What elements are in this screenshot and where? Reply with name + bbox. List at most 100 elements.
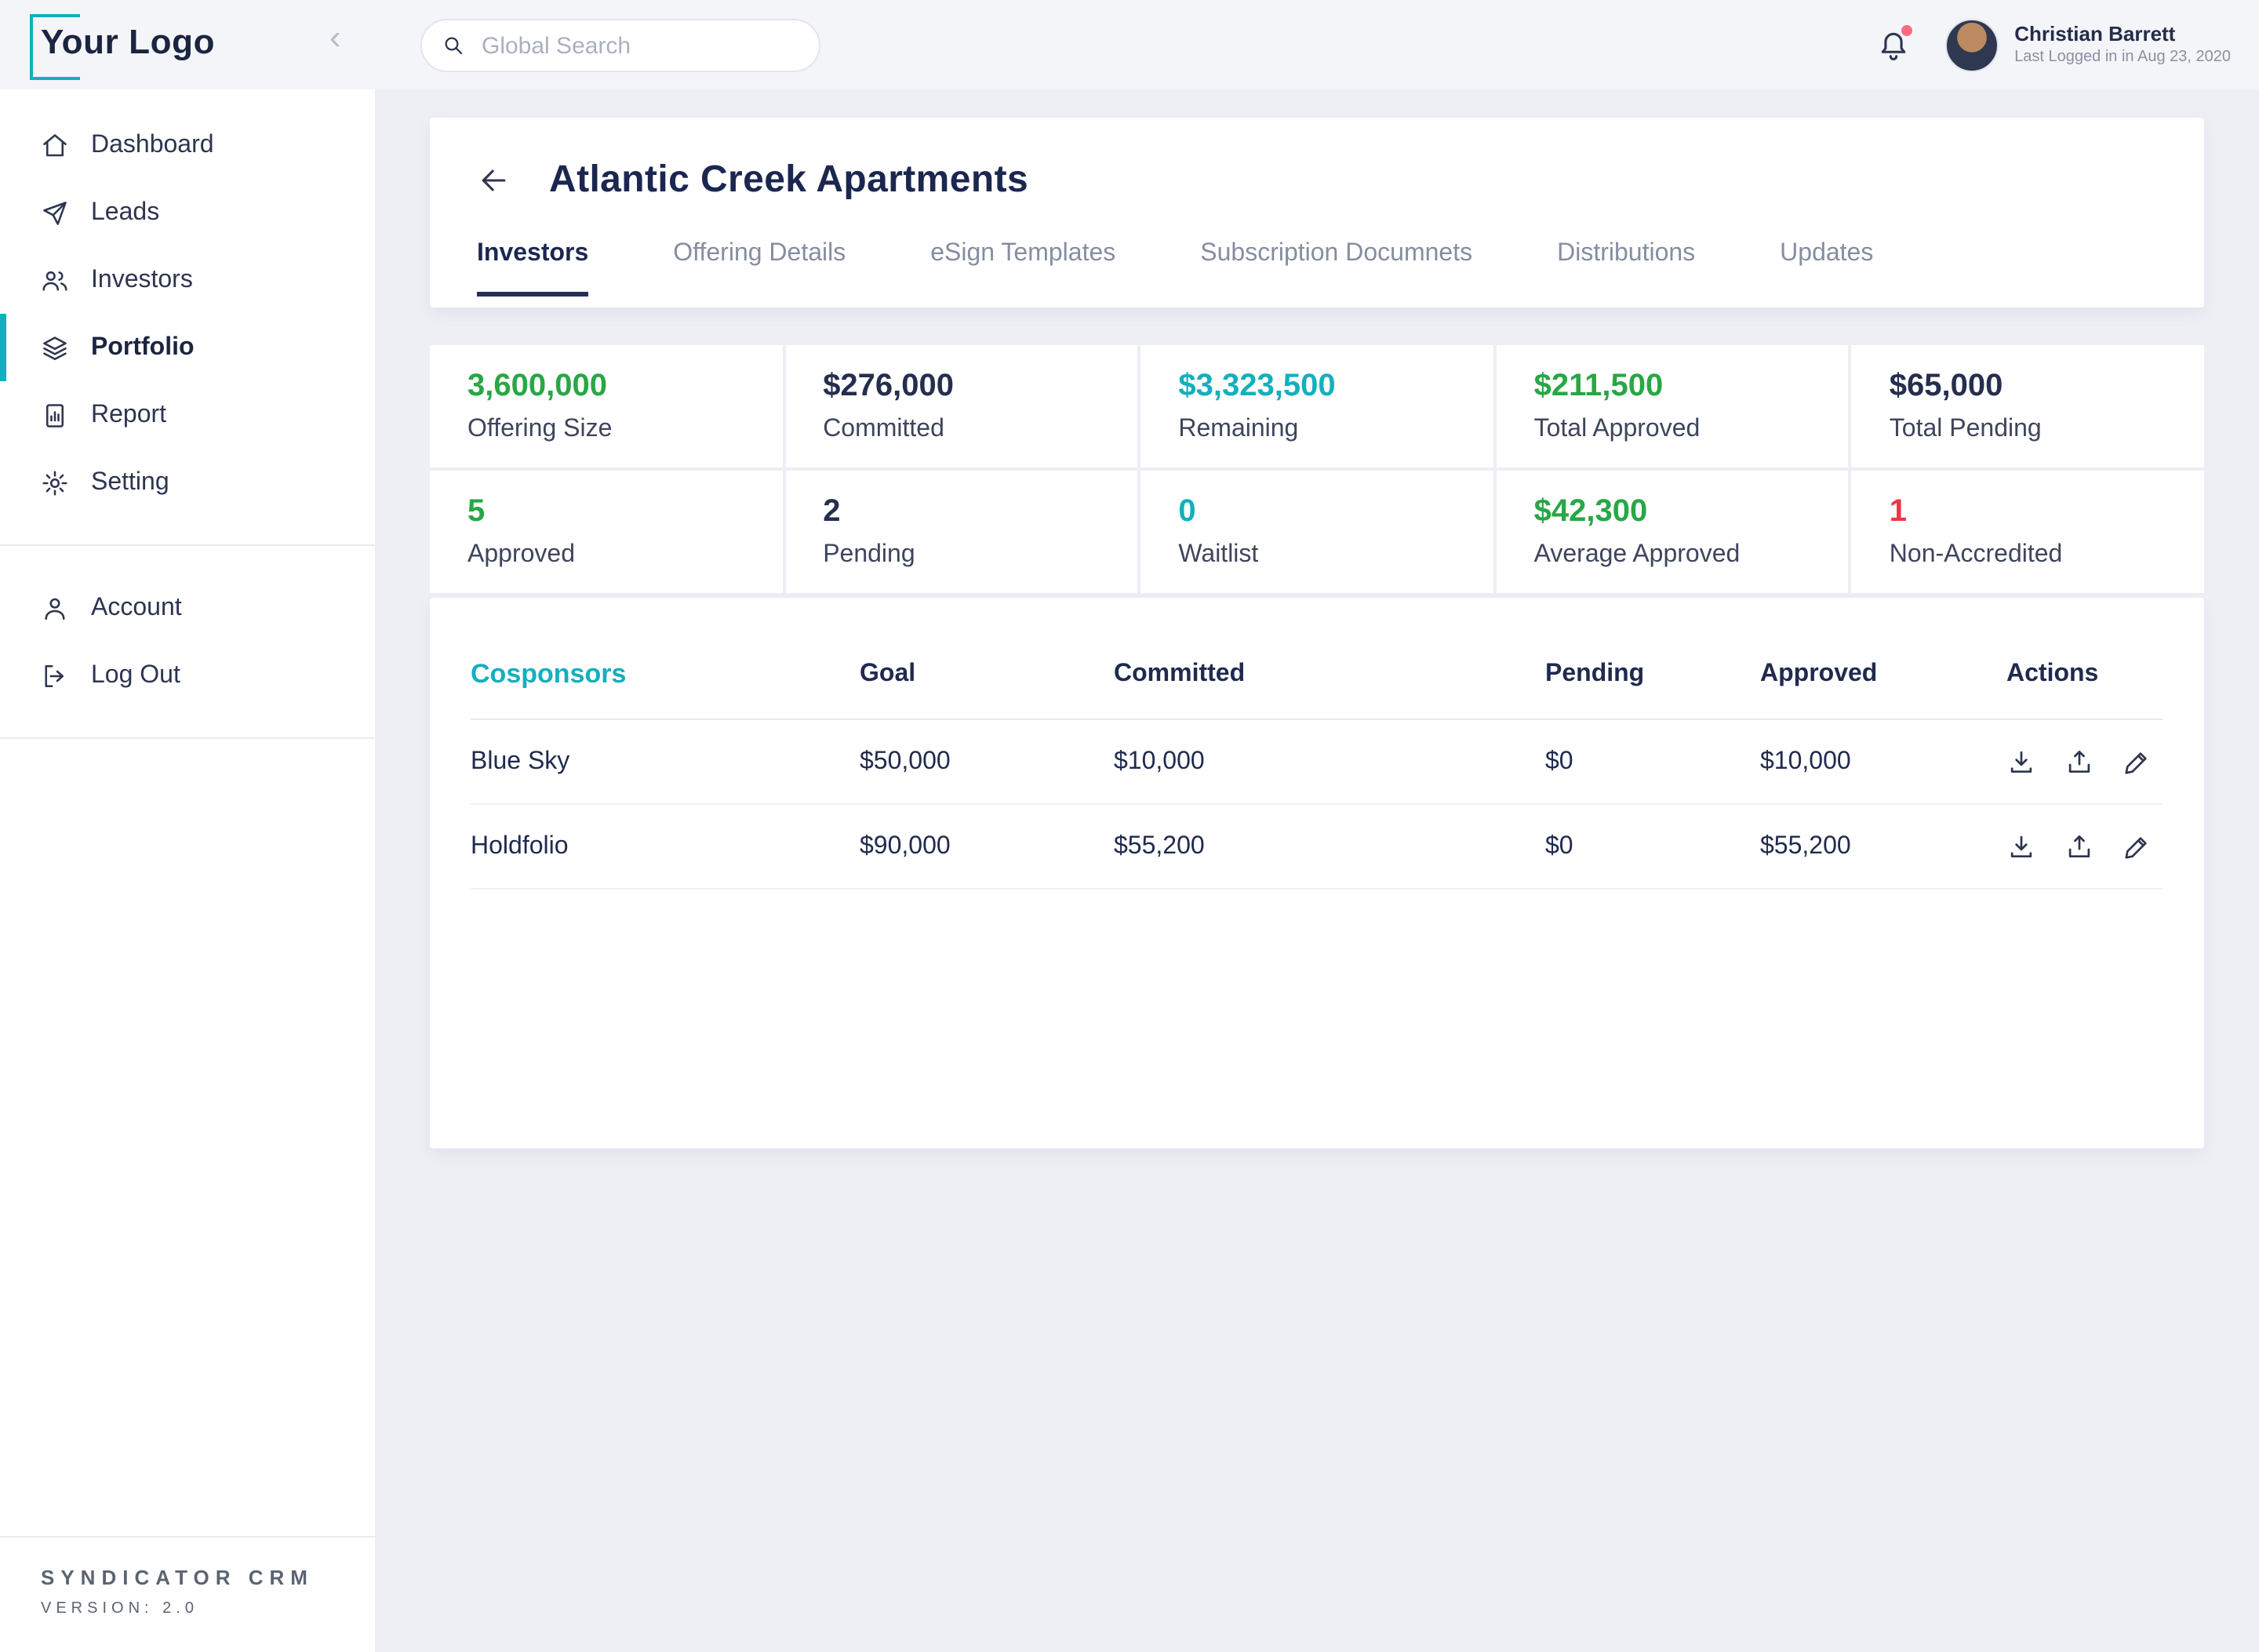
stat-label: Committed: [823, 416, 1100, 444]
stat-value: $42,300: [1534, 494, 1811, 530]
stat-label: Total Approved: [1534, 416, 1811, 444]
app-brand: SYNDICATOR CRM: [41, 1566, 375, 1589]
stat-waitlist-count: 0 Waitlist: [1140, 471, 1493, 593]
column-header-committed: Committed: [1114, 660, 1545, 688]
column-header-approved: Approved: [1760, 660, 2006, 688]
column-header-cosponsors: Cosponsors: [471, 658, 860, 690]
row-actions: [2006, 831, 2163, 861]
table-row: Holdfolio $90,000 $55,200 $0 $55,200: [471, 805, 2163, 890]
stat-pending-count: 2 Pending: [785, 471, 1137, 593]
sidebar-item-account[interactable]: Account: [0, 574, 375, 642]
global-search: [420, 19, 820, 72]
cosponsor-approved: $55,200: [1760, 832, 2006, 861]
tab-offering-details[interactable]: Offering Details: [673, 240, 846, 297]
download-icon[interactable]: [2006, 831, 2036, 861]
header-right: Christian Barrett Last Logged in in Aug …: [1876, 0, 2231, 89]
stat-label: Waitlist: [1178, 541, 1455, 569]
stat-total-pending: $65,000 Total Pending: [1852, 345, 2204, 468]
cosponsor-approved: $10,000: [1760, 748, 2006, 776]
sidebar-item-label: Log Out: [91, 661, 180, 690]
upload-icon[interactable]: [2064, 747, 2094, 777]
stat-approved-count: 5 Approved: [430, 471, 782, 593]
sidebar-item-leads[interactable]: Leads: [0, 179, 375, 246]
tab-subscription-documents[interactable]: Subscription Documnets: [1200, 240, 1472, 297]
stat-value: $211,500: [1534, 369, 1811, 405]
tab-distributions[interactable]: Distributions: [1557, 240, 1695, 297]
sidebar-item-label: Investors: [91, 266, 193, 294]
sidebar-item-portfolio[interactable]: Portfolio: [0, 314, 375, 381]
sidebar-item-label: Account: [91, 594, 182, 622]
sidebar-nav: Dashboard Leads Investors Portfolio: [0, 89, 375, 739]
sidebar-divider: [0, 544, 375, 546]
sidebar-collapse-chevron[interactable]: ‹: [329, 20, 341, 55]
cosponsor-name: Holdfolio: [471, 832, 860, 861]
download-icon[interactable]: [2006, 747, 2036, 777]
user-avatar[interactable]: [1945, 18, 1999, 71]
stat-remaining: $3,323,500 Remaining: [1140, 345, 1493, 468]
search-icon: [441, 33, 466, 58]
stat-label: Pending: [823, 541, 1100, 569]
search-input[interactable]: [420, 19, 820, 72]
stat-average-approved: $42,300 Average Approved: [1497, 471, 1849, 593]
sidebar-item-dashboard[interactable]: Dashboard: [0, 111, 375, 179]
sidebar-item-report[interactable]: Report: [0, 381, 375, 449]
tab-investors[interactable]: Investors: [477, 240, 588, 297]
tab-updates[interactable]: Updates: [1780, 240, 1873, 297]
sidebar-item-label: Report: [91, 401, 166, 429]
layers-icon: [41, 333, 69, 362]
sidebar: Dashboard Leads Investors Portfolio: [0, 89, 376, 1652]
row-actions: [2006, 747, 2163, 777]
stat-value: 3,600,000: [467, 369, 744, 405]
report-icon: [41, 401, 69, 429]
column-header-pending: Pending: [1545, 660, 1760, 688]
sidebar-item-label: Portfolio: [91, 333, 195, 362]
sidebar-item-investors[interactable]: Investors: [0, 246, 375, 314]
cosponsor-committed: $55,200: [1114, 832, 1545, 861]
page-header-card: Atlantic Creek Apartments Investors Offe…: [430, 118, 2204, 307]
sidebar-divider: [0, 737, 375, 739]
stats-grid: 3,600,000 Offering Size $276,000 Committ…: [430, 345, 2204, 593]
cosponsors-table-card: Cosponsors Goal Committed Pending Approv…: [430, 598, 2204, 1148]
user-icon: [41, 594, 69, 622]
top-header: Your Logo ‹ Christian Barrett Last Logge…: [0, 0, 2259, 89]
table-header-row: Cosponsors Goal Committed Pending Approv…: [471, 629, 2163, 720]
app-logo: Your Logo: [41, 22, 215, 63]
cosponsor-pending: $0: [1545, 748, 1760, 776]
leads-icon: [41, 198, 69, 227]
sidebar-item-label: Dashboard: [91, 131, 214, 159]
user-info[interactable]: Christian Barrett Last Logged in in Aug …: [2014, 22, 2231, 68]
edit-pencil-icon[interactable]: [2123, 747, 2152, 777]
stat-value: 0: [1178, 494, 1455, 530]
back-button[interactable]: [477, 163, 511, 198]
sidebar-item-label: Leads: [91, 198, 159, 227]
app-version: VERSION: 2.0: [41, 1600, 375, 1617]
page-title: Atlantic Creek Apartments: [549, 158, 1028, 202]
edit-pencil-icon[interactable]: [2123, 831, 2152, 861]
stat-offering-size: 3,600,000 Offering Size: [430, 345, 782, 468]
upload-icon[interactable]: [2064, 831, 2094, 861]
home-icon: [41, 131, 69, 159]
tab-bar: Investors Offering Details eSign Templat…: [430, 240, 2204, 297]
notifications-bell-icon[interactable]: [1876, 27, 1911, 62]
stat-value: 5: [467, 494, 744, 530]
sidebar-item-setting[interactable]: Setting: [0, 449, 375, 516]
stat-total-approved: $211,500 Total Approved: [1497, 345, 1849, 468]
app-window: Your Logo ‹ Christian Barrett Last Logge…: [0, 0, 2259, 1652]
tab-esign-templates[interactable]: eSign Templates: [930, 240, 1115, 297]
investors-icon: [41, 266, 69, 294]
stat-value: $276,000: [823, 369, 1100, 405]
sidebar-item-logout[interactable]: Log Out: [0, 642, 375, 709]
stat-non-accredited: 1 Non-Accredited: [1852, 471, 2204, 593]
stat-label: Total Pending: [1890, 416, 2166, 444]
column-header-goal: Goal: [860, 660, 1114, 688]
stat-label: Average Approved: [1534, 541, 1811, 569]
stat-value: $65,000: [1890, 369, 2166, 405]
cosponsor-name: Blue Sky: [471, 748, 860, 776]
stat-label: Remaining: [1178, 416, 1455, 444]
column-header-actions: Actions: [2006, 660, 2163, 688]
stat-value: $3,323,500: [1178, 369, 1455, 405]
cosponsor-committed: $10,000: [1114, 748, 1545, 776]
cosponsor-goal: $50,000: [860, 748, 1114, 776]
stat-committed: $276,000 Committed: [785, 345, 1137, 468]
logout-icon: [41, 661, 69, 690]
